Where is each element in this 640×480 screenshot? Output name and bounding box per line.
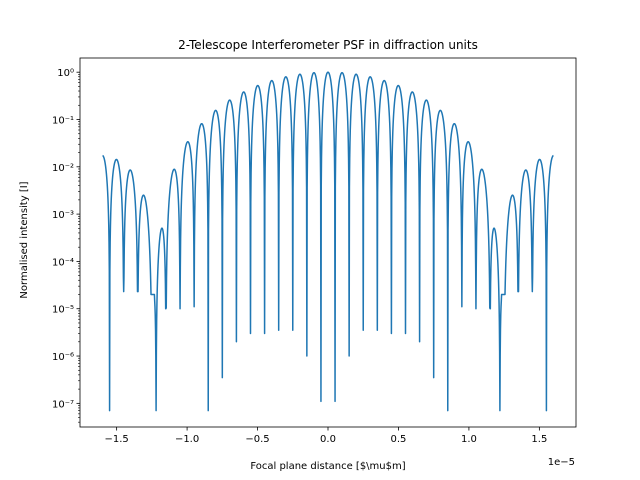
y-axis-label: Normalised intensity [I] [19, 181, 30, 298]
y-tick-label: 10⁻⁶ [52, 352, 74, 363]
y-tick-label: 10⁻⁴ [52, 257, 74, 268]
x-tick-label: 1.0 [461, 434, 477, 445]
y-tick-label: 10⁻¹ [52, 116, 74, 127]
chart-title: 2-Telescope Interferometer PSF in diffra… [178, 38, 478, 52]
x-axis-label: Focal plane distance [$\mu$m] [250, 461, 405, 472]
x-tick-label: 0.0 [320, 434, 336, 445]
x-tick-label: 0.5 [391, 434, 407, 445]
y-tick-label: 10⁻³ [52, 210, 74, 221]
x-tick-label: −1.0 [175, 434, 199, 445]
x-tick-label: 1.5 [531, 434, 547, 445]
x-axis: −1.5 −1.0 −0.5 0.0 0.5 1.0 1.5 [104, 427, 547, 445]
x-axis-offset-label: 1e−5 [548, 457, 575, 468]
y-tick-label: 10⁰ [57, 68, 74, 79]
y-tick-label: 10⁻⁵ [52, 305, 74, 316]
x-tick-label: −1.5 [104, 434, 128, 445]
x-tick-label: −0.5 [245, 434, 269, 445]
y-tick-label: 10⁻⁷ [52, 399, 74, 410]
y-axis: 10⁰ 10⁻¹ 10⁻² 10⁻³ 10⁻⁴ 10⁻⁵ 10⁻⁶ 10⁻⁷ [52, 68, 80, 423]
y-tick-label: 10⁻² [52, 163, 74, 174]
series-line [102, 71, 554, 412]
